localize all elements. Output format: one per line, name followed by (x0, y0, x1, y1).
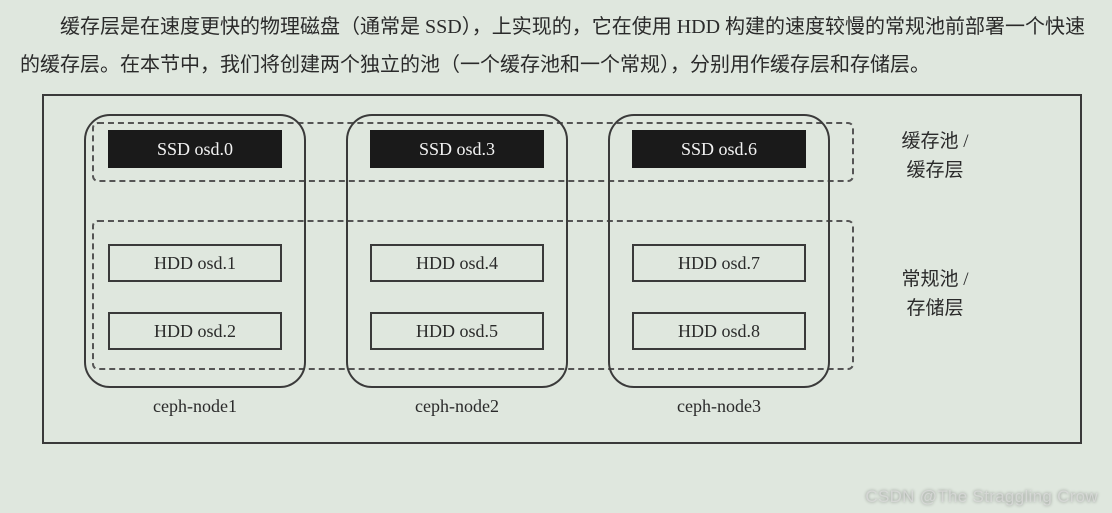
hdd-osd-box: HDD osd.7 (632, 244, 806, 282)
ceph-node-2: SSD osd.3 HDD osd.4 HDD osd.5 ceph-node2 (346, 114, 568, 424)
hdd-osd-box: HDD osd.2 (108, 312, 282, 350)
node-box: SSD osd.6 HDD osd.7 HDD osd.8 (608, 114, 830, 388)
hdd-osd-box: HDD osd.8 (632, 312, 806, 350)
node-label: ceph-node2 (346, 396, 568, 417)
ceph-node-1: SSD osd.0 HDD osd.1 HDD osd.2 ceph-node1 (84, 114, 306, 424)
tier-label-line: 常规池 / (901, 269, 968, 290)
intro-paragraph: 缓存层是在速度更快的物理磁盘（通常是 SSD），上实现的，它在使用 HDD 构建… (0, 0, 1112, 94)
ssd-osd-box: SSD osd.6 (632, 130, 806, 168)
diagram-container: SSD osd.0 HDD osd.1 HDD osd.2 ceph-node1… (42, 94, 1082, 444)
ssd-osd-box: SSD osd.0 (108, 130, 282, 168)
tier-label-line: 缓存池 / (901, 131, 968, 152)
node-label: ceph-node3 (608, 396, 830, 417)
node-box: SSD osd.0 HDD osd.1 HDD osd.2 (84, 114, 306, 388)
nodes-row: SSD osd.0 HDD osd.1 HDD osd.2 ceph-node1… (84, 114, 830, 424)
storage-tier-label: 常规池 / 存储层 (860, 266, 1010, 323)
node-label: ceph-node1 (84, 396, 306, 417)
hdd-osd-box: HDD osd.5 (370, 312, 544, 350)
tier-label-line: 缓存层 (906, 160, 963, 181)
tier-label-line: 存储层 (906, 298, 963, 319)
hdd-osd-box: HDD osd.1 (108, 244, 282, 282)
ceph-node-3: SSD osd.6 HDD osd.7 HDD osd.8 ceph-node3 (608, 114, 830, 424)
cache-tier-label: 缓存池 / 缓存层 (860, 128, 1010, 185)
ssd-osd-box: SSD osd.3 (370, 130, 544, 168)
hdd-osd-box: HDD osd.4 (370, 244, 544, 282)
watermark-text: CSDN @The Straggling Crow (865, 487, 1098, 507)
node-box: SSD osd.3 HDD osd.4 HDD osd.5 (346, 114, 568, 388)
